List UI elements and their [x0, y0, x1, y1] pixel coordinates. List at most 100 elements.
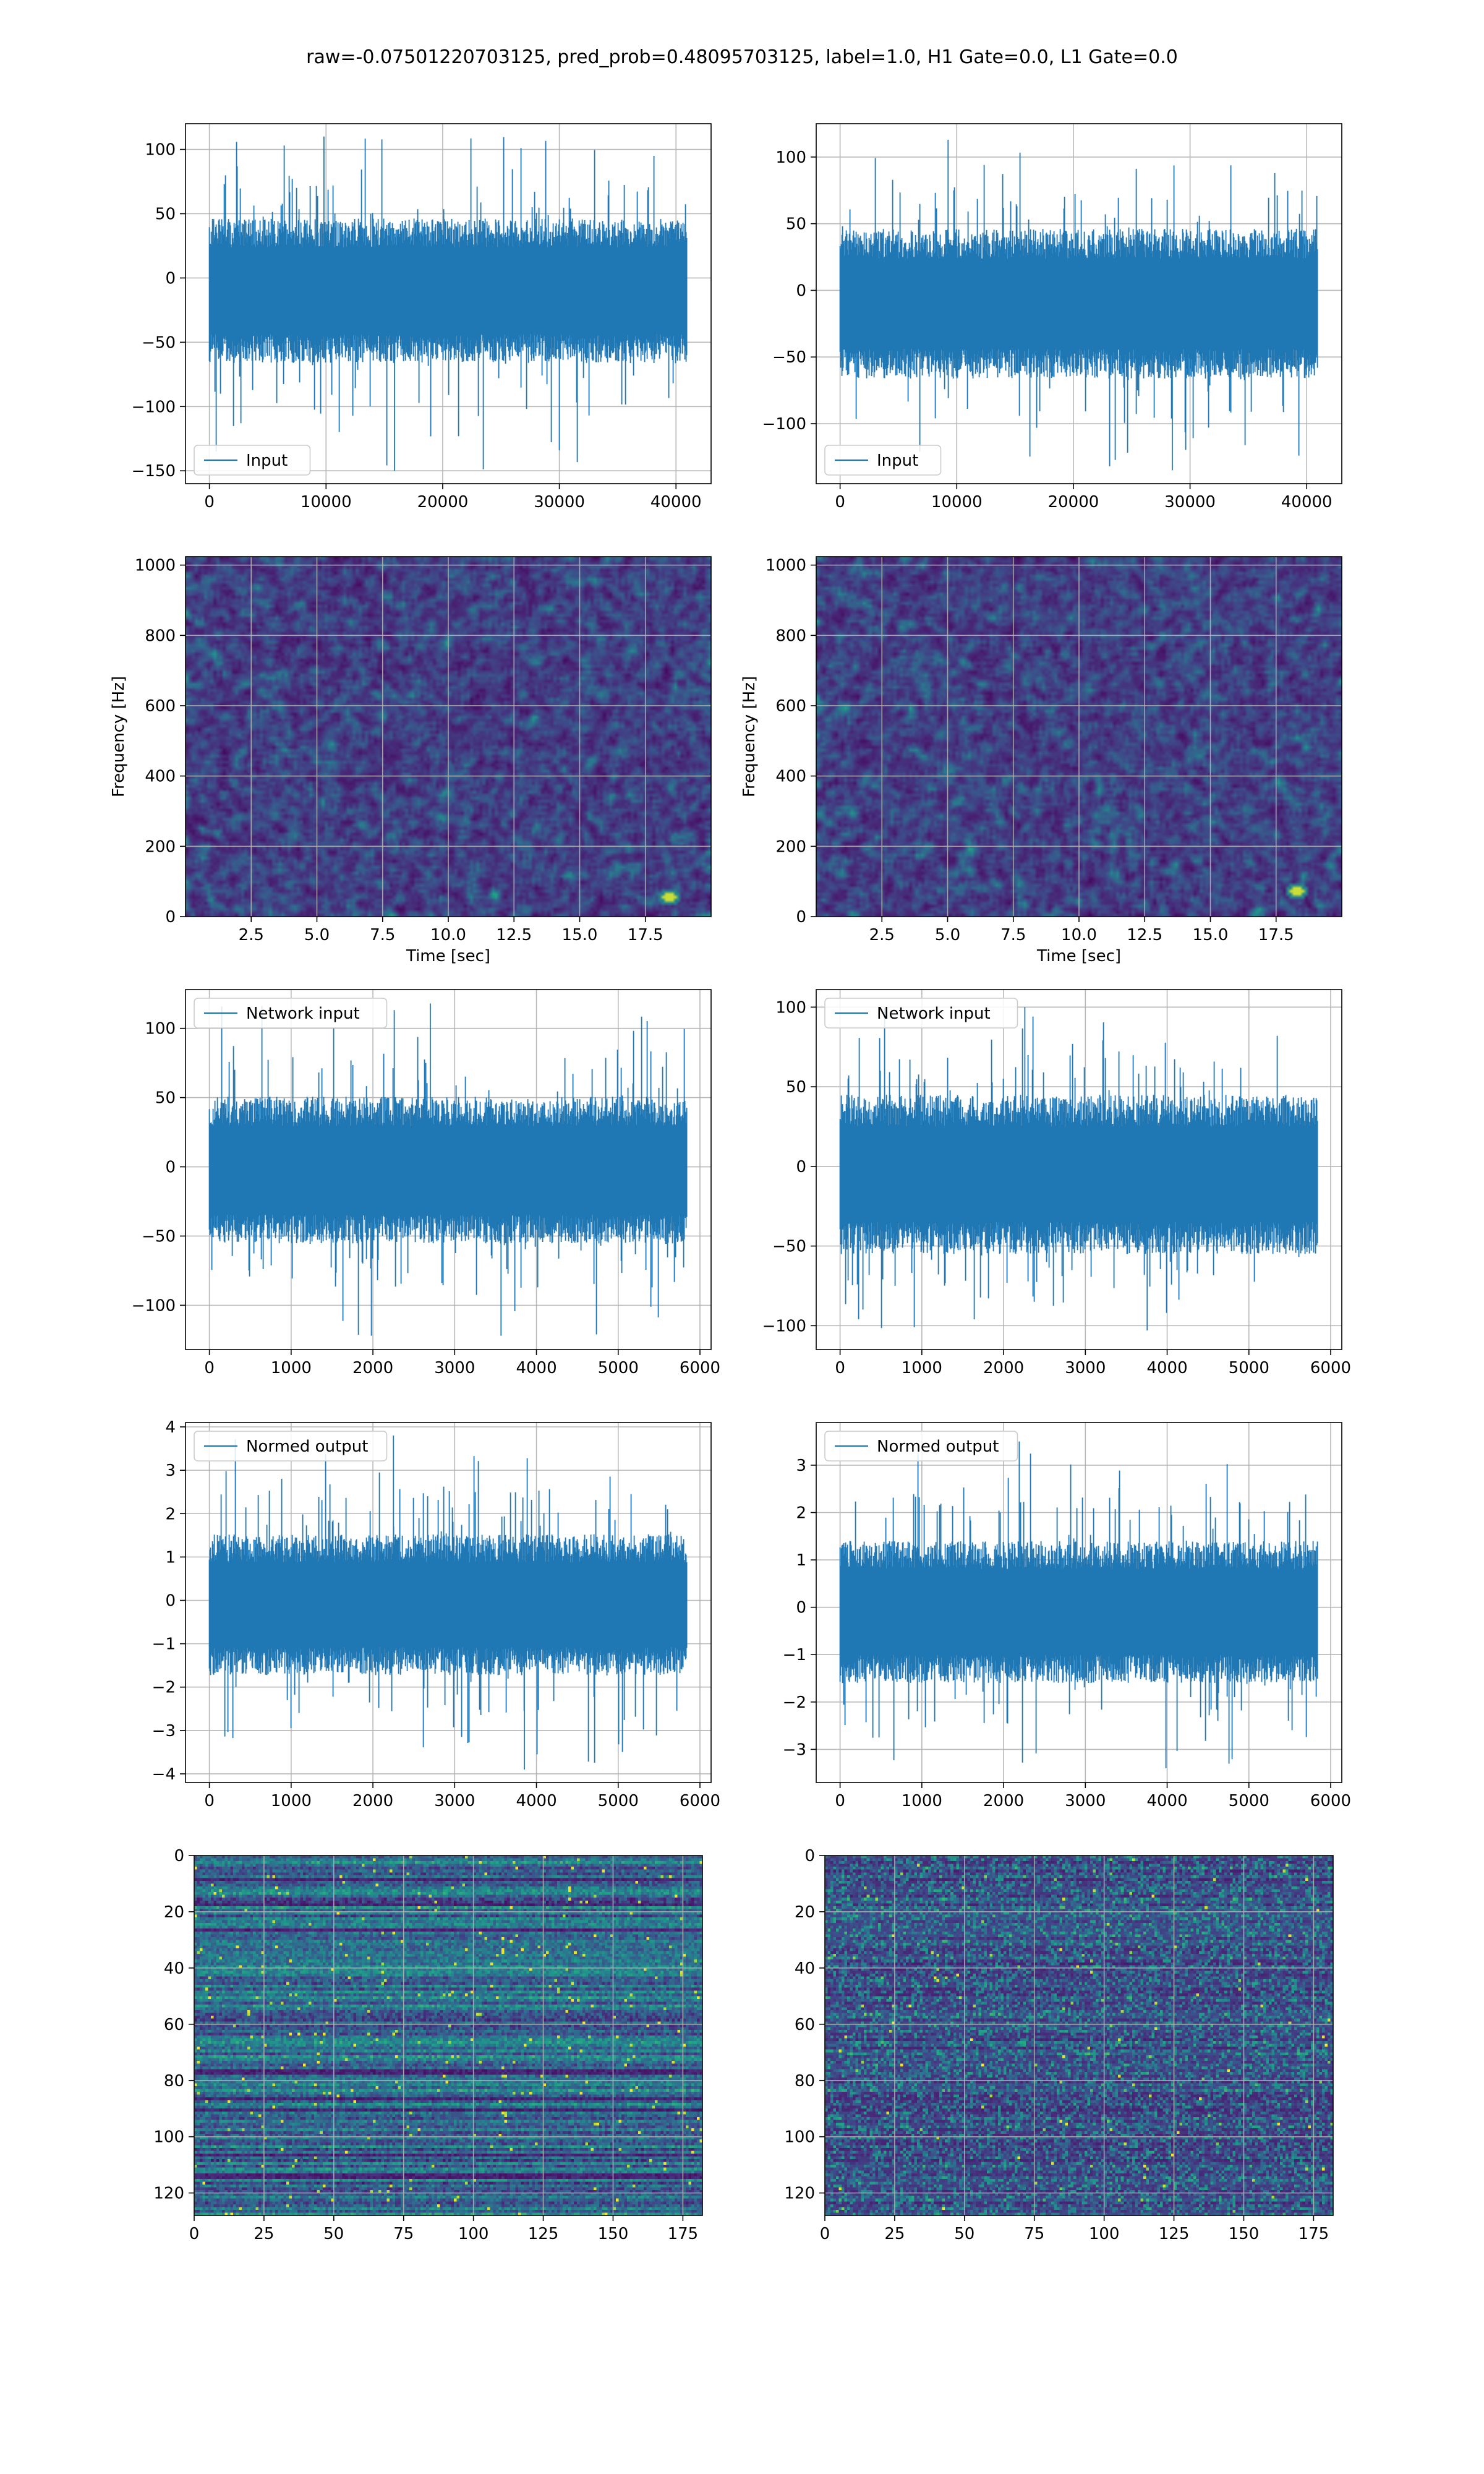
series-line-c4	[208, 1003, 688, 1336]
legend-box	[194, 445, 311, 476]
y-tick-label: 1000	[765, 557, 806, 575]
y-tick-label: 600	[145, 697, 176, 716]
x-tick-label: 7.5	[370, 926, 395, 944]
y-tick-label: −100	[132, 1296, 176, 1315]
series-line-c6	[208, 1436, 688, 1770]
legend-label: Normed output	[246, 1437, 368, 1456]
x-tick-label: 175	[1298, 2225, 1329, 2243]
y-tick-label: −50	[142, 1227, 176, 1246]
x-axis-label: Time [sec]	[1036, 947, 1121, 965]
series-line-c7	[839, 1441, 1318, 1768]
y-tick-label: 40	[795, 1959, 815, 1978]
x-tick-label: 1000	[902, 1792, 942, 1810]
y-tick-label: 100	[775, 998, 806, 1017]
x-tick-label: 25	[884, 2225, 905, 2243]
x-tick-label: 2000	[983, 1359, 1024, 1377]
y-tick-label: −1	[152, 1635, 176, 1654]
y-tick-label: 100	[145, 1020, 176, 1038]
y-tick-label: 0	[796, 1158, 806, 1176]
y-tick-label: 50	[155, 1089, 176, 1108]
y-tick-label: 60	[164, 2016, 184, 2034]
y-tick-label: 0	[804, 1847, 815, 1865]
x-tick-label: 1000	[902, 1359, 942, 1377]
y-tick-label: 0	[796, 908, 806, 927]
x-tick-label: 75	[1024, 2225, 1044, 2243]
x-tick-label: 12.5	[496, 926, 532, 944]
x-tick-label: 10.0	[430, 926, 466, 944]
axes-frame-c0	[185, 123, 712, 484]
x-tick-label: 4000	[516, 1792, 556, 1810]
legend-box	[194, 998, 388, 1029]
y-axis-label: Frequency [Hz]	[740, 676, 759, 797]
x-tick-label: 3000	[1065, 1359, 1106, 1377]
x-tick-label: 20000	[1048, 493, 1099, 511]
x-tick-label: 5.0	[935, 926, 960, 944]
x-tick-label: 6000	[1310, 1359, 1351, 1377]
x-tick-label: 2.5	[869, 926, 895, 944]
y-tick-label: −4	[152, 1765, 176, 1784]
x-tick-label: 1000	[271, 1792, 312, 1810]
axes-frame-c4	[185, 989, 712, 1350]
legend-label: Input	[877, 452, 918, 470]
axes-frame-c9	[824, 1855, 1334, 2216]
legend-box	[824, 998, 1018, 1029]
y-tick-label: 200	[775, 837, 806, 856]
x-tick-label: 2000	[352, 1792, 393, 1810]
x-tick-label: 6000	[680, 1792, 720, 1810]
x-tick-label: 5000	[598, 1792, 639, 1810]
x-tick-label: 5000	[1229, 1792, 1269, 1810]
x-axis-label: Time [sec]	[406, 947, 490, 965]
y-axis-label: Frequency [Hz]	[109, 676, 128, 797]
x-tick-label: 2000	[352, 1359, 393, 1377]
x-tick-label: 150	[1229, 2225, 1260, 2243]
series-line-c1	[839, 139, 1318, 471]
y-tick-label: 50	[786, 215, 806, 234]
y-tick-label: 0	[165, 1591, 176, 1610]
legend-label: Network input	[246, 1004, 360, 1023]
y-tick-label: −50	[142, 333, 176, 352]
y-tick-label: −150	[132, 462, 176, 481]
y-tick-label: 1	[796, 1551, 806, 1570]
axes-frame-c5	[816, 989, 1342, 1350]
y-tick-label: 20	[164, 1903, 184, 1922]
grid-c3	[816, 557, 1342, 917]
x-tick-label: 10.0	[1061, 926, 1097, 944]
y-tick-label: 400	[775, 768, 806, 786]
y-tick-label: 2	[796, 1504, 806, 1523]
x-tick-label: 3000	[434, 1792, 475, 1810]
x-tick-label: 2.5	[239, 926, 264, 944]
y-tick-label: 800	[775, 627, 806, 645]
y-tick-label: 100	[145, 141, 176, 160]
series-line-c0	[208, 136, 688, 471]
y-tick-label: 40	[164, 1959, 184, 1978]
x-tick-label: 125	[528, 2225, 559, 2243]
y-tick-label: −100	[762, 1317, 806, 1335]
legend-label: Normed output	[877, 1437, 999, 1456]
axes-frame-c7	[816, 1422, 1342, 1783]
x-tick-label: 50	[954, 2225, 974, 2243]
y-tick-label: −3	[783, 1740, 806, 1759]
y-tick-label: 3	[165, 1462, 176, 1480]
x-tick-label: 5000	[598, 1359, 639, 1377]
y-tick-label: 50	[155, 205, 176, 224]
x-tick-label: 4000	[1146, 1359, 1187, 1377]
x-tick-label: 0	[189, 2225, 200, 2243]
legend-label: Network input	[877, 1004, 991, 1023]
y-tick-label: 80	[795, 2072, 815, 2091]
x-tick-label: 100	[458, 2225, 489, 2243]
x-tick-label: 175	[668, 2225, 699, 2243]
y-tick-label: 2	[165, 1505, 176, 1523]
x-tick-label: 5000	[1229, 1359, 1269, 1377]
y-tick-label: −3	[152, 1722, 176, 1740]
x-tick-label: 12.5	[1127, 926, 1162, 944]
x-tick-label: 40000	[1281, 493, 1333, 511]
x-tick-label: 15.0	[562, 926, 598, 944]
x-tick-label: 3000	[1065, 1792, 1106, 1810]
x-tick-label: 0	[820, 2225, 830, 2243]
y-tick-label: −100	[762, 415, 806, 434]
x-tick-label: 17.5	[1258, 926, 1294, 944]
x-tick-label: 2000	[983, 1792, 1024, 1810]
y-tick-label: 120	[153, 2185, 184, 2203]
x-tick-label: 0	[835, 1792, 845, 1810]
